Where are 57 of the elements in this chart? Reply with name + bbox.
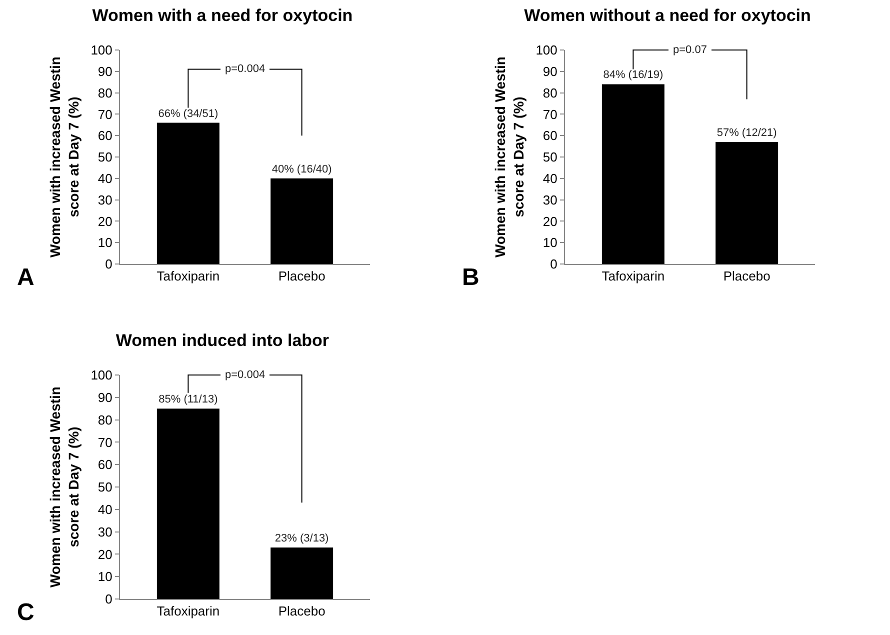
text: B [462,264,480,291]
x-tick-label: Placebo [278,604,326,619]
y-tick-label: 30 [98,192,112,208]
y-tick-label: 60 [98,128,112,144]
y-tick-label: 60 [98,457,112,472]
data-label: 40% (16/40) [272,163,332,176]
y-tick-label: 30 [98,524,112,540]
y-tick-label: 20 [98,546,112,562]
y-tick-label: 70 [98,434,112,450]
y-tick-label: 90 [542,64,558,79]
y-tick-label: 80 [98,412,112,428]
y-tick-label: 100 [90,42,112,58]
y-tick-label: 50 [542,150,558,165]
y-tick-label: 100 [90,368,112,383]
y-tick-label: 80 [98,85,112,100]
y-tick-label: 0 [105,256,112,272]
y-tick-label: 70 [98,106,112,122]
y-axis-title: Women with increased Westin score at Day 7 (%) [47,386,82,588]
text: A [17,264,34,291]
y-tick-label: 70 [542,106,558,122]
y-tick-label: 10 [98,569,112,584]
data-label: 23% (3/13) [274,532,329,544]
y-axis-title: Women with increased Westin score at Day 7 (%) [47,56,82,258]
y-axis-title: Women with increased Westin score at Day 7 (%) [492,56,526,258]
y-tick-label: 0 [550,256,558,272]
x-tick-label: Placebo [278,268,326,284]
x-tick-label: Placebo [723,268,770,284]
annotation: p=0.004 [225,63,266,75]
y-tick-label: 50 [98,150,112,165]
y-tick-label: 20 [98,214,112,229]
chart-title: Women induced into labor [116,331,330,350]
y-tick-label: 60 [542,128,558,144]
y-tick-label: 0 [105,592,112,607]
x-tick-label: Tafoxiparin [156,268,220,284]
y-tick-label: 90 [98,390,112,405]
text: C [17,599,34,626]
y-tick-label: 10 [98,235,112,250]
annotation: p=0.004 [225,369,266,381]
y-tick-label: 50 [98,480,112,495]
data-label: 57% (12/21) [716,127,777,140]
chart-title: Women without a need for oxytocin [524,6,811,25]
y-tick-label: 100 [536,42,558,58]
y-tick-label: 40 [542,170,558,186]
x-tick-label: Tafoxiparin [602,268,665,284]
annotation: p=0.07 [673,44,707,56]
y-tick-label: 10 [542,235,558,250]
y-tick-label: 30 [542,192,558,208]
x-tick-label: Tafoxiparin [156,604,220,619]
chart-title: Women with a need for oxytocin [92,6,353,25]
data-label: 85% (11/13) [158,394,218,406]
y-tick-label: 90 [98,64,112,79]
y-tick-label: 80 [542,85,558,100]
y-tick-label: 40 [98,502,112,517]
data-label: 84% (16/19) [603,69,664,82]
y-tick-label: 40 [98,170,112,186]
data-label: 66% (34/51) [158,108,218,120]
y-tick-label: 20 [542,214,558,229]
